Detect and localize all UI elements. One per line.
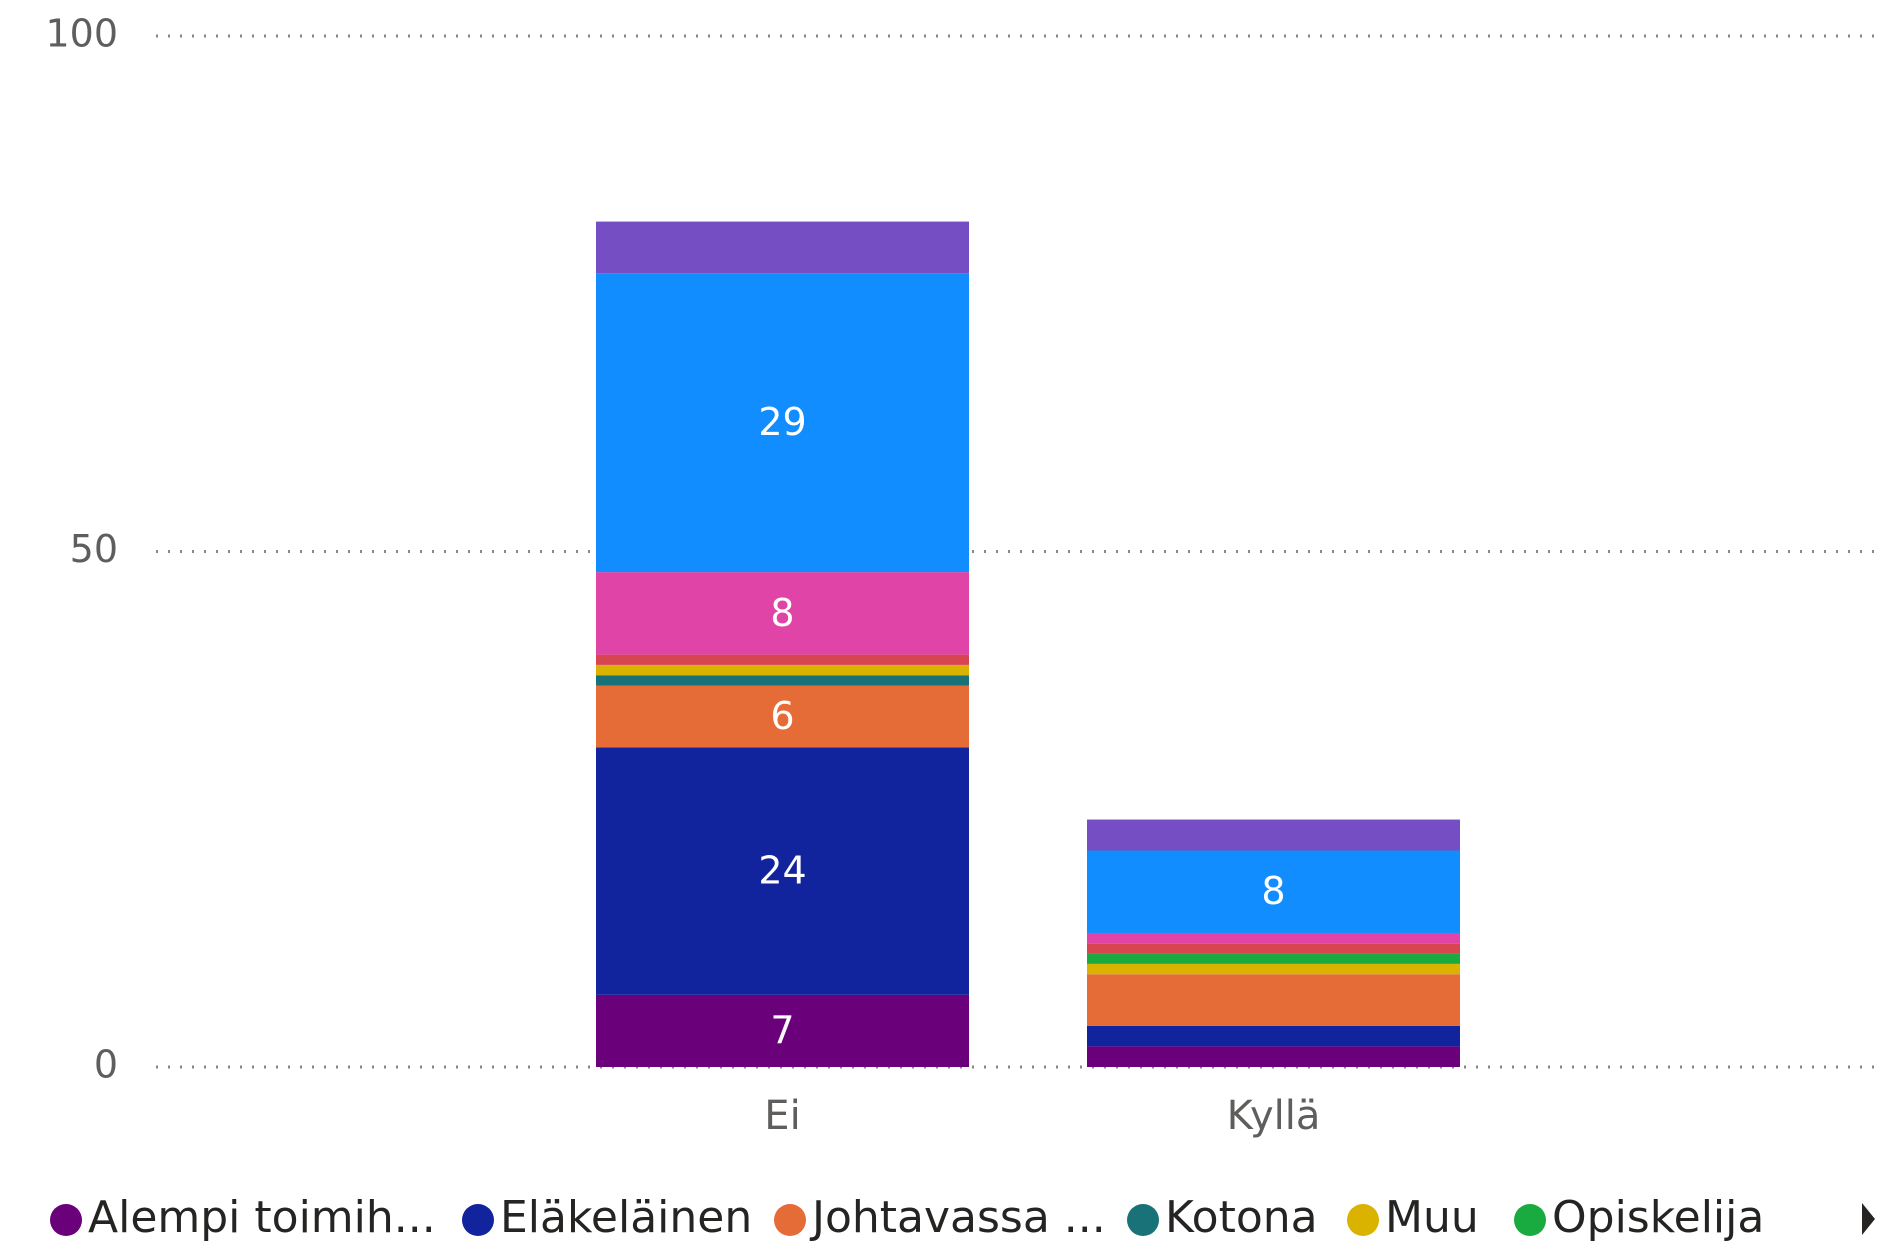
y-tick-label: 0 <box>94 1043 118 1087</box>
legend-label: Johtavassa ... <box>809 1192 1106 1243</box>
data-label: 6 <box>770 694 794 738</box>
legend-label: Muu <box>1385 1192 1479 1243</box>
bar-segment <box>1087 974 1460 1026</box>
bar-segment <box>596 664 969 676</box>
bar-segment <box>1087 1046 1460 1067</box>
x-tick-label: Ei <box>764 1093 800 1139</box>
bar-segment <box>1087 963 1460 975</box>
legend-marker <box>1514 1204 1546 1236</box>
data-label: 8 <box>1261 869 1285 913</box>
bar-segment <box>1087 1025 1460 1047</box>
legend-label: Opiskelija <box>1552 1192 1764 1243</box>
data-label: 29 <box>758 400 806 444</box>
bar-segment <box>596 685 969 748</box>
bar-segment <box>596 572 969 655</box>
y-tick-label: 100 <box>45 12 118 56</box>
data-label: 7 <box>770 1008 794 1052</box>
bar-segment <box>596 654 969 665</box>
legend-marker <box>462 1204 494 1236</box>
bar-segment <box>1087 819 1460 851</box>
legend-scroll-arrow[interactable] <box>1862 1203 1875 1235</box>
data-label: 8 <box>770 591 794 635</box>
legend-label: Alempi toimih... <box>88 1192 436 1243</box>
bar-segment <box>1087 850 1460 933</box>
bar-segment <box>596 221 969 274</box>
bar-segment <box>1087 932 1460 944</box>
legend-marker <box>1127 1204 1159 1236</box>
bar-segment <box>596 273 969 573</box>
legend-marker <box>774 1204 806 1236</box>
bar-segment <box>596 994 969 1067</box>
legend-marker <box>1347 1204 1379 1236</box>
legend-label: Eläkeläinen <box>500 1192 752 1243</box>
legend-label: Kotona <box>1165 1192 1318 1243</box>
bar-segment <box>596 747 969 995</box>
legend-marker <box>50 1204 82 1236</box>
bar-segment <box>596 675 969 686</box>
bar-segment <box>1087 943 1460 954</box>
bar-segment <box>1087 953 1460 964</box>
data-label: 24 <box>758 849 806 893</box>
y-tick-label: 50 <box>70 527 118 571</box>
x-tick-label: Kyllä <box>1227 1093 1321 1139</box>
